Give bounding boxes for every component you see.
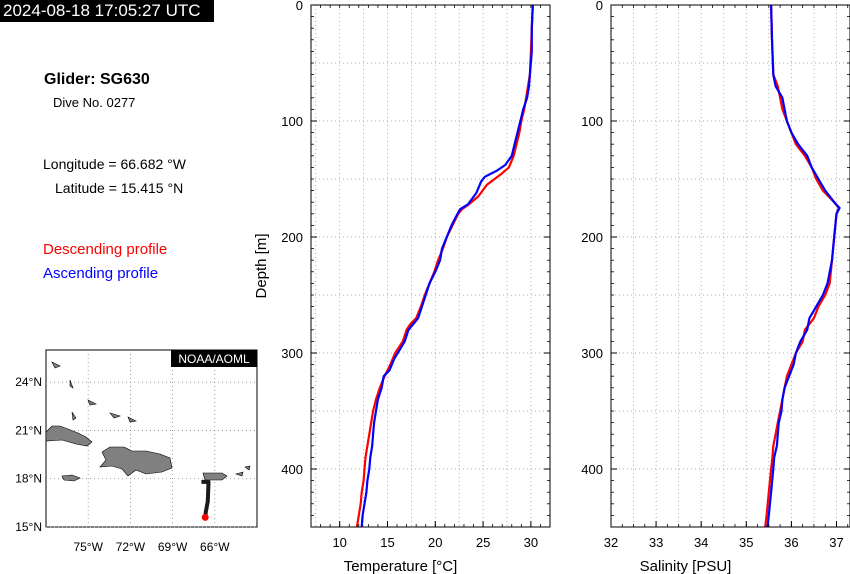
legend-ascending: Ascending profile bbox=[43, 265, 159, 282]
temperature-ytick-label: 0 bbox=[296, 0, 303, 13]
map-lat-tick-label: 24°N bbox=[15, 375, 42, 389]
salinity-chart: 32 33 34 35 36 37 0 100 200 300 400 Salinity [PSU] bbox=[581, 0, 850, 574]
inset-map: NOAA/AOML 24°N 21°N 18°N 15°N 75°W 72°W 69°W 6… bbox=[15, 349, 258, 554]
map-lon-labels: 75°W 72°W 69°W 66°W bbox=[73, 540, 230, 554]
salinity-ascending-line bbox=[766, 4, 841, 528]
land-jamaica bbox=[61, 474, 81, 482]
temperature-frame bbox=[310, 4, 551, 528]
salinity-xtick-label: 36 bbox=[784, 535, 798, 550]
map-lon-tick-label: 69°W bbox=[158, 540, 188, 554]
temperature-ascending-line bbox=[360, 4, 534, 528]
land-lesser-antilles bbox=[234, 465, 251, 477]
land-puerto-rico bbox=[202, 472, 228, 481]
temperature-ytick-label: 300 bbox=[281, 346, 303, 361]
longitude-label: Longitude = 66.682 °W bbox=[43, 156, 186, 172]
land-bahamas bbox=[51, 361, 137, 423]
temperature-ytick-label: 400 bbox=[281, 462, 303, 477]
map-lon-tick-label: 75°W bbox=[73, 540, 103, 554]
map-land bbox=[45, 361, 251, 482]
temperature-xlabel: Temperature [°C] bbox=[344, 558, 458, 574]
temperature-xtick-label: 15 bbox=[380, 535, 394, 550]
salinity-ytick-label: 200 bbox=[581, 230, 603, 245]
glider-position-marker bbox=[201, 513, 209, 521]
temperature-ytick-label: 100 bbox=[281, 114, 303, 129]
salinity-xtick-label: 35 bbox=[739, 535, 753, 550]
timestamp-label: 2024-08-18 17:05:27 UTC bbox=[0, 0, 214, 22]
temperature-xtick-label: 10 bbox=[332, 535, 346, 550]
map-lat-tick-label: 15°N bbox=[15, 520, 42, 534]
dive-number: Dive No. 0277 bbox=[53, 95, 136, 110]
glider-name: Glider: SG630 bbox=[44, 71, 150, 88]
temperature-xtick-label: 30 bbox=[524, 535, 538, 550]
map-lat-tick-label: 21°N bbox=[15, 423, 42, 437]
salinity-xtick-label: 37 bbox=[829, 535, 843, 550]
temperature-xtick-label: 20 bbox=[428, 535, 442, 550]
salinity-ytick-label: 300 bbox=[581, 346, 603, 361]
map-lon-tick-label: 72°W bbox=[116, 540, 146, 554]
salinity-xtick-label: 32 bbox=[604, 535, 618, 550]
land-hispaniola bbox=[99, 446, 173, 477]
map-credit-badge bbox=[171, 350, 257, 367]
map-lat-labels: 24°N 21°N 18°N 15°N bbox=[15, 375, 42, 534]
salinity-ytick-label: 400 bbox=[581, 462, 603, 477]
salinity-xtick-label: 34 bbox=[694, 535, 708, 550]
legend-descending: Descending profile bbox=[43, 241, 168, 258]
map-lon-tick-label: 66°W bbox=[200, 540, 230, 554]
salinity-grid bbox=[610, 4, 850, 528]
salinity-xlabel: Salinity [PSU] bbox=[640, 558, 732, 574]
map-lat-tick-label: 18°N bbox=[15, 472, 42, 486]
salinity-ytick-label: 100 bbox=[581, 114, 603, 129]
temperature-descending-line bbox=[355, 4, 534, 528]
salinity-ytick-label: 0 bbox=[596, 0, 603, 13]
temperature-xtick-label: 25 bbox=[476, 535, 490, 550]
latitude-label: Latitude = 15.415 °N bbox=[55, 180, 184, 196]
temperature-ytick-label: 200 bbox=[281, 230, 303, 245]
map-credit: NOAA/AOML bbox=[178, 352, 250, 366]
temperature-ylabel: Depth [m] bbox=[253, 233, 270, 298]
salinity-frame bbox=[610, 4, 850, 528]
land-cuba bbox=[45, 425, 93, 447]
salinity-xtick-label: 33 bbox=[649, 535, 663, 550]
temperature-grid bbox=[311, 4, 550, 528]
